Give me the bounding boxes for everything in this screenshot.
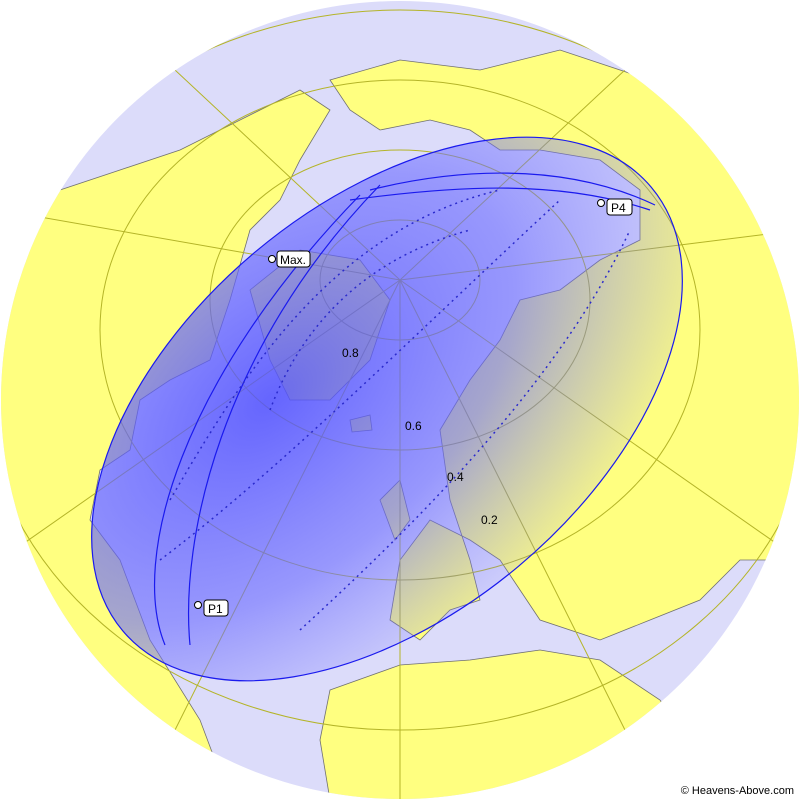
magnitude-contour-0.6: [169, 189, 501, 501]
penumbra-region: [91, 136, 683, 682]
rise-set-curve-west: [153, 194, 361, 646]
point-p4[interactable]: P4: [597, 198, 633, 216]
point-p4-label: P4: [611, 201, 626, 215]
copyright-credit: © Heavens-Above.com: [680, 785, 794, 797]
contour-labels: 0.8 0.6 0.4 0.2: [342, 346, 498, 527]
rise-set-curve-west-inner: [187, 184, 381, 646]
contour-label-0.4: 0.4: [447, 470, 464, 484]
point-p1-label: P1: [208, 602, 223, 616]
contour-label-0.6: 0.6: [405, 419, 422, 433]
contour-label-0.2: 0.2: [481, 513, 498, 527]
rise-set-curve-east: [369, 172, 656, 206]
eclipse-region: [91, 136, 683, 682]
point-max-label: Max.: [280, 253, 306, 267]
point-p1[interactable]: P1: [194, 599, 229, 617]
contour-label-0.8: 0.8: [342, 346, 359, 360]
magnitude-contour-0.4: [159, 199, 561, 561]
point-max[interactable]: Max.: [268, 250, 311, 268]
